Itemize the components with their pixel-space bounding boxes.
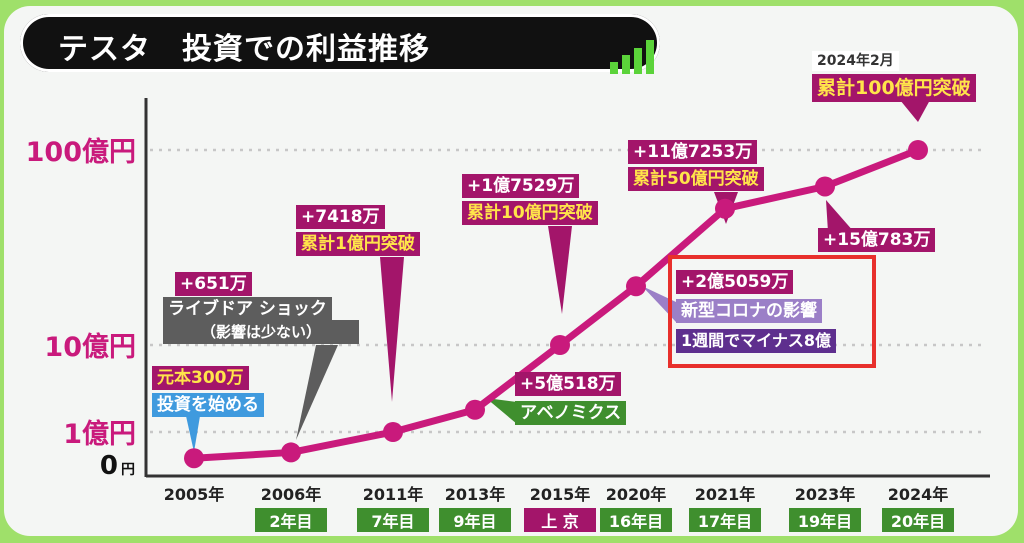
x-tick-label: 2006年 (261, 485, 322, 504)
annotation-2023-gain: +15億783万 (818, 228, 936, 252)
annotation-2011-milestone: 累計1億円突破 (296, 232, 420, 256)
y-tick-label: 0 (100, 451, 118, 481)
data-point (715, 198, 735, 219)
data-point (815, 176, 835, 197)
x-tick-label: 2011年 (363, 485, 424, 504)
data-point (550, 335, 570, 355)
annotation-pointer (186, 416, 200, 452)
annotation-2011-gain: +7418万 (296, 205, 385, 229)
x-sublabel-badge (357, 508, 429, 532)
annotation-2015-gain: +1億7529万 (462, 174, 580, 198)
x-sublabel: 19年目 (798, 512, 852, 531)
annotation-2006-gain: +651万 (175, 272, 252, 296)
annotation-2020-gain: +2億5059万 (676, 270, 794, 294)
annotation-covid-loss: 1週間でマイナス8億 (676, 329, 836, 353)
annotation-pointer (900, 100, 930, 122)
x-sublabel-badge (524, 508, 596, 532)
annotation-pointer (826, 200, 854, 232)
annotation-pointer (548, 226, 572, 314)
data-point (908, 140, 928, 160)
x-sublabel-badge (789, 508, 861, 532)
annotation-principal: 元本300万 (152, 366, 249, 390)
x-sublabel: 2年目 (269, 512, 312, 531)
annotation-2024-date: 2024年2月 (812, 51, 899, 71)
data-point (184, 448, 204, 469)
highlight-box (668, 255, 876, 368)
x-sublabel-badge (600, 508, 672, 532)
annotation-pointer (296, 345, 338, 440)
x-tick-label: 2015年 (530, 485, 591, 504)
x-sublabel-badge (439, 508, 511, 532)
annotation-covid: 新型コロナの影響 (676, 299, 822, 323)
x-sublabel: 17年目 (698, 512, 752, 531)
data-point (281, 442, 301, 463)
y-tick-label: 10億円 (44, 332, 136, 363)
y-tick-label: 1億円 (63, 419, 136, 450)
x-sublabel-badge (689, 508, 761, 532)
annotation-2015-milestone: 累計10億円突破 (462, 201, 598, 225)
y-tick-label: 100億円 (26, 137, 136, 168)
annotation-2024-milestone: 累計100億円突破 (812, 74, 976, 102)
x-tick-label: 2013年 (445, 485, 506, 504)
x-sublabel-badge (882, 508, 954, 532)
x-sublabel: 7年目 (371, 512, 414, 531)
x-sublabel: 上 京 (541, 512, 579, 531)
annotation-pointer (642, 286, 676, 322)
title-banner: テスタ 投資での利益推移 (20, 14, 660, 74)
x-sublabel: 16年目 (609, 512, 663, 531)
x-tick-label: 2021年 (695, 485, 756, 504)
data-point (626, 276, 646, 297)
annotation-2013-gain: +5億518万 (515, 372, 621, 396)
annotation-livedoor-note: （影響は少ない） (163, 320, 359, 344)
annotation-abenomics: アベノミクス (515, 401, 627, 425)
annotation-2021-gain: +11億7253万 (628, 140, 758, 164)
x-tick-label: 2005年 (164, 485, 225, 504)
x-tick-label: 2020年 (606, 485, 667, 504)
data-point (383, 422, 403, 442)
data-point (465, 399, 485, 420)
annotation-start-investing: 投資を始める (152, 393, 264, 417)
x-sublabel: 20年目 (891, 512, 945, 531)
page-title: テスタ 投資での利益推移 (58, 32, 430, 67)
x-tick-label: 2023年 (795, 485, 856, 504)
annotation-2021-milestone: 累計50億円突破 (628, 167, 764, 191)
y-tick-unit: 円 (121, 462, 135, 478)
x-sublabel: 9年目 (453, 512, 496, 531)
annotation-livedoor: ライブドア ショック (163, 297, 332, 320)
annotation-pointer (486, 398, 517, 424)
bar-growth-icon (610, 40, 656, 74)
annotation-pointer (380, 257, 404, 402)
x-sublabel-badge (255, 508, 327, 532)
x-tick-label: 2024年 (888, 485, 949, 504)
